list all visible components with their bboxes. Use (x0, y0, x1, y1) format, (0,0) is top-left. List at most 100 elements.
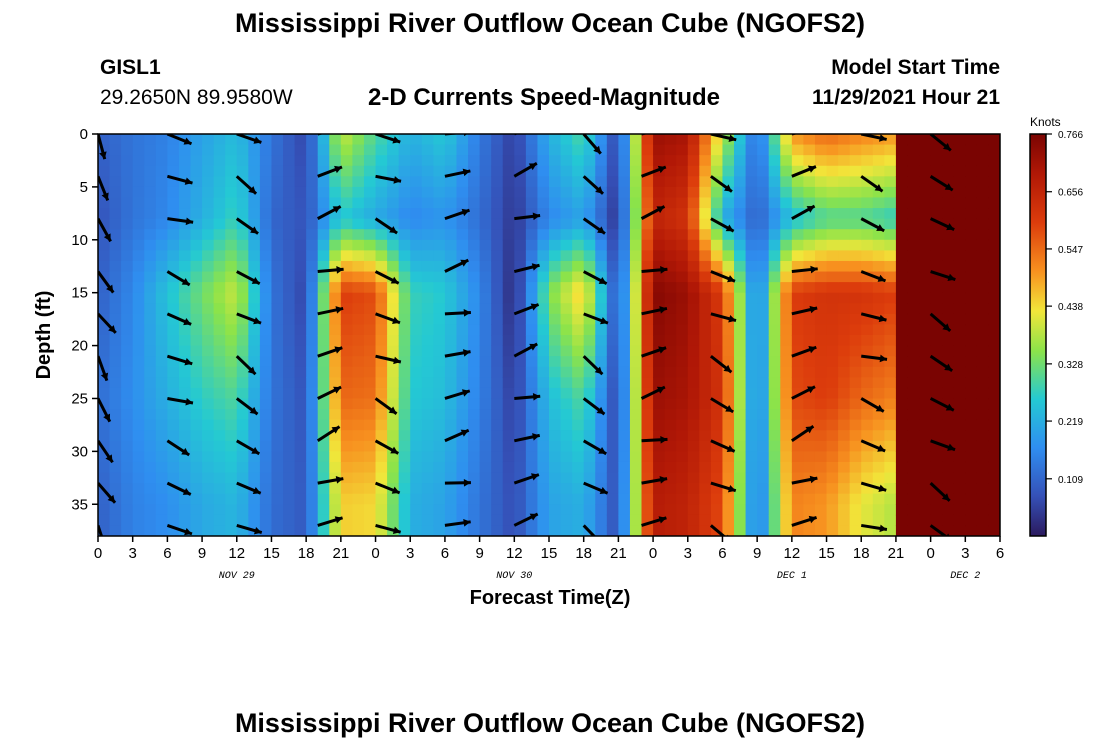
heatmap-cell (144, 514, 157, 527)
heatmap-cell (976, 398, 990, 410)
heatmap-cell (155, 186, 168, 199)
heatmap-cell (433, 260, 446, 273)
heatmap-cell (826, 144, 839, 156)
heatmap-cell (699, 271, 712, 283)
heatmap-cell (340, 387, 354, 400)
heatmap-cell (872, 292, 885, 304)
heatmap-cell (884, 398, 897, 410)
heatmap-cell (525, 409, 539, 421)
heatmap-cell (155, 440, 168, 452)
heatmap-cell (387, 493, 400, 505)
heatmap-cell (421, 239, 434, 251)
heatmap-cell (884, 387, 897, 400)
heatmap-cell (907, 165, 920, 177)
current-vector (374, 217, 398, 235)
heatmap-cell (549, 250, 562, 262)
heatmap-cell (930, 186, 943, 199)
heatmap-cell (641, 229, 654, 241)
current-vector (791, 475, 818, 485)
heatmap-cell (942, 409, 955, 421)
heatmap-cell (930, 387, 943, 400)
heatmap-cell (398, 525, 411, 536)
heatmap-cell (202, 356, 215, 368)
heatmap-cell (121, 345, 134, 357)
current-vector (860, 312, 887, 323)
heatmap-cell (976, 387, 990, 400)
heatmap-cell (595, 514, 608, 527)
heatmap-cell (757, 134, 770, 146)
heatmap-cell (884, 144, 897, 156)
heatmap-cell (537, 493, 550, 505)
heatmap-cell (98, 377, 111, 389)
heatmap-cell (352, 504, 365, 516)
heatmap-cell (213, 451, 226, 463)
heatmap-cell (884, 493, 897, 505)
heatmap-cell (734, 176, 747, 188)
heatmap-cell (109, 472, 122, 484)
heatmap-cell (722, 514, 735, 527)
heatmap-cell (479, 260, 492, 273)
heatmap-cell (560, 197, 573, 209)
heatmap-cell (745, 271, 758, 283)
heatmap-cell (259, 440, 273, 452)
heatmap-cell (595, 409, 608, 421)
heatmap-cell (861, 229, 874, 241)
heatmap-cell (861, 239, 874, 251)
current-vector (444, 309, 471, 317)
heatmap-cell (121, 155, 134, 167)
heatmap-cell (814, 208, 828, 220)
heatmap-cell (317, 387, 330, 400)
heatmap-cell (236, 409, 249, 421)
heatmap-cell (549, 313, 562, 326)
heatmap-cell (236, 387, 249, 400)
heatmap-cell (294, 514, 307, 527)
heatmap-cell (838, 271, 851, 283)
heatmap-cell (294, 165, 307, 177)
heatmap-cell (456, 493, 469, 505)
heatmap-cell (433, 292, 446, 304)
heatmap-cell (826, 419, 839, 431)
heatmap-cell (317, 366, 330, 378)
heatmap-cell (780, 419, 793, 431)
heatmap-cell (514, 229, 527, 241)
heatmap-cell (699, 134, 712, 146)
heatmap-cell (664, 440, 677, 452)
heatmap-cell (398, 430, 411, 442)
heatmap-cell (132, 335, 145, 347)
heatmap-cell (109, 409, 122, 421)
current-vector (791, 265, 818, 274)
heatmap-cell (745, 250, 758, 262)
heatmap-cell (363, 208, 377, 220)
current-vector (444, 208, 470, 221)
heatmap-cell (803, 461, 816, 474)
heatmap-cell (930, 472, 943, 484)
heatmap-cell (225, 155, 238, 167)
heatmap-cell (780, 155, 793, 167)
heatmap-cell (144, 419, 157, 431)
heatmap-cell (132, 461, 145, 474)
heatmap-cell (259, 208, 273, 220)
heatmap-cell (930, 176, 943, 188)
heatmap-cell (306, 271, 319, 283)
heatmap-cell (283, 229, 296, 241)
heatmap-cell (653, 472, 666, 484)
heatmap-cell (167, 366, 180, 378)
heatmap-cell (190, 250, 203, 262)
current-vector (317, 266, 344, 274)
heatmap-cell (98, 335, 111, 347)
heatmap-cell (884, 218, 897, 230)
heatmap-cell (363, 250, 377, 262)
heatmap-cell (375, 197, 388, 209)
current-vector (861, 354, 888, 363)
heatmap-cell (375, 409, 388, 421)
heatmap-cell (560, 398, 573, 410)
heatmap-cell (826, 525, 839, 536)
heatmap-cell (895, 504, 909, 516)
heatmap-cell (167, 483, 180, 495)
heatmap-cell (155, 229, 168, 241)
heatmap-cell (167, 229, 180, 241)
heatmap-cell (317, 176, 330, 188)
heatmap-cell (479, 430, 492, 442)
heatmap-cell (375, 419, 388, 431)
